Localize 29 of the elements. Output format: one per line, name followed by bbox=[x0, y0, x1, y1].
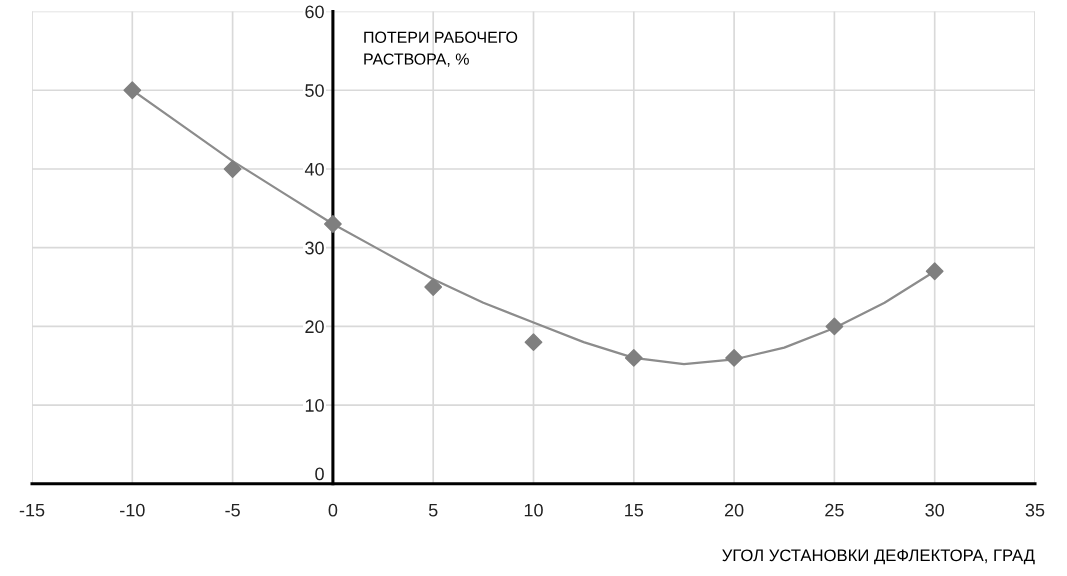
x-axis-title: УГОЛ УСТАНОВКИ ДЕФЛЕКТОРА, ГРАД bbox=[722, 549, 1035, 565]
x-tick-label: -15 bbox=[19, 503, 45, 517]
x-tick-label: 25 bbox=[825, 503, 844, 517]
x-tick-label: 10 bbox=[524, 503, 543, 517]
point bbox=[223, 160, 242, 178]
y-tick-label: 30 bbox=[305, 241, 324, 255]
y-axis-title: ПОТЕРИ РАБОЧЕГО РАСТВОРА, % bbox=[364, 31, 518, 67]
x-tick-label: 5 bbox=[428, 503, 438, 517]
x-tick-label: 0 bbox=[328, 503, 338, 517]
x-tick-label: -10 bbox=[120, 503, 145, 517]
point bbox=[323, 215, 342, 233]
point bbox=[424, 278, 443, 296]
y-tick-label: 20 bbox=[305, 320, 324, 334]
y-tick-label: 40 bbox=[304, 162, 324, 176]
point bbox=[123, 81, 142, 100]
x-tick-label: 35 bbox=[1025, 503, 1045, 517]
y-tick-label: 10 bbox=[305, 399, 324, 412]
point bbox=[925, 262, 944, 281]
y-tick-label: 50 bbox=[305, 84, 324, 97]
point bbox=[725, 348, 744, 367]
x-tick-label: 30 bbox=[925, 503, 945, 517]
x-tick-label: -5 bbox=[225, 503, 240, 517]
point bbox=[524, 333, 543, 352]
x-tick-label: 20 bbox=[724, 503, 744, 517]
y-tick-label: 60 bbox=[305, 5, 324, 19]
point bbox=[825, 317, 844, 336]
x-tick-label: 15 bbox=[625, 503, 644, 517]
y-tick-label: 0 bbox=[315, 467, 324, 481]
point bbox=[624, 348, 643, 367]
